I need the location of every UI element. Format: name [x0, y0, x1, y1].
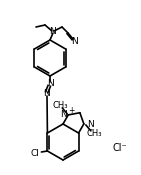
Text: N: N — [87, 120, 94, 129]
Text: N: N — [60, 110, 67, 119]
Text: N: N — [48, 79, 54, 89]
Text: N: N — [50, 27, 56, 37]
Text: N: N — [44, 89, 50, 99]
Text: CH₃: CH₃ — [86, 129, 102, 138]
Text: +: + — [68, 106, 74, 115]
Text: CH₃: CH₃ — [52, 101, 68, 110]
Text: N: N — [72, 37, 78, 47]
Text: Cl: Cl — [31, 149, 40, 158]
Text: Cl⁻: Cl⁻ — [113, 143, 127, 153]
